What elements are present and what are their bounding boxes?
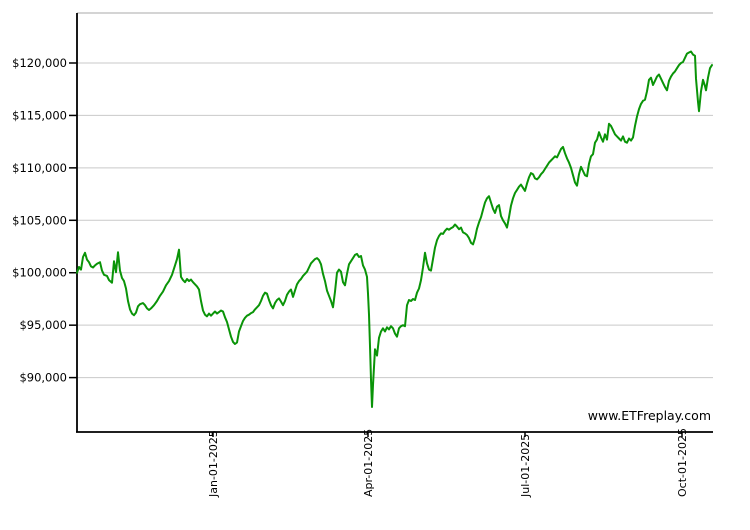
data-series bbox=[76, 50, 713, 408]
y-tick-label: $110,000 bbox=[12, 161, 67, 175]
x-tick-label: Jul-01-2025 bbox=[519, 434, 532, 498]
axes bbox=[69, 13, 713, 437]
y-tick-label: $100,000 bbox=[12, 266, 67, 280]
x-tick-label: Apr-01-2025 bbox=[362, 429, 375, 497]
axis-labels: $120,000 $115,000 $110,000 $105,000 $100,000… bbox=[12, 56, 689, 498]
x-tick-label: Oct-01-2025 bbox=[676, 428, 689, 497]
y-tick-label: $120,000 bbox=[12, 56, 67, 70]
watermark-text: www.ETFreplay.com bbox=[588, 408, 711, 423]
y-tick-label: $95,000 bbox=[19, 318, 67, 332]
y-tick-label: $105,000 bbox=[12, 213, 67, 227]
gridlines bbox=[77, 12, 713, 379]
x-tick-label: Jan-01-2025 bbox=[207, 430, 220, 498]
y-tick-label: $90,000 bbox=[19, 371, 67, 385]
price-line bbox=[76, 50, 713, 408]
y-tick-label: $115,000 bbox=[12, 108, 67, 122]
